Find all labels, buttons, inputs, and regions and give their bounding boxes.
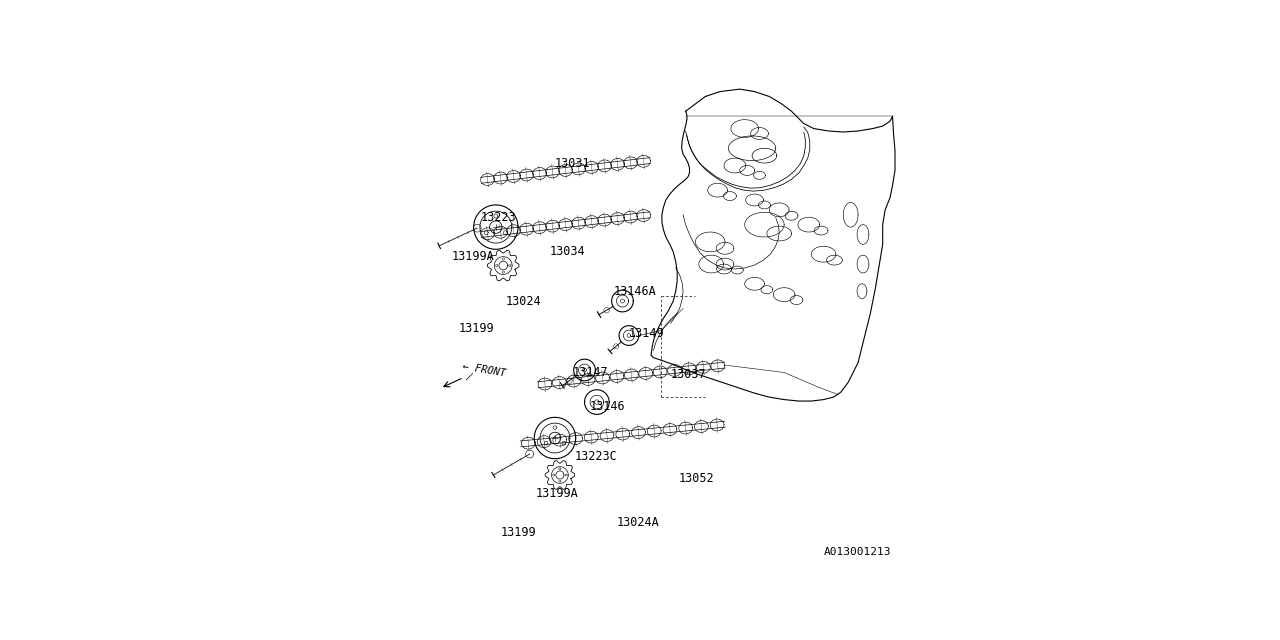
Text: 13199: 13199	[500, 526, 536, 539]
Text: 13037: 13037	[671, 369, 707, 381]
Text: 13199: 13199	[460, 322, 494, 335]
Text: ← FRONT: ← FRONT	[461, 362, 506, 379]
Text: 13223: 13223	[481, 211, 517, 224]
Text: 13052: 13052	[678, 472, 714, 485]
Text: 13024: 13024	[506, 294, 541, 308]
Text: A013001213: A013001213	[824, 547, 892, 557]
Text: 13199A: 13199A	[535, 486, 579, 500]
Text: 13031: 13031	[556, 157, 590, 170]
Text: 13034: 13034	[550, 245, 586, 259]
Text: 13199A: 13199A	[452, 250, 494, 263]
Text: 13223C: 13223C	[575, 450, 617, 463]
Text: 13024A: 13024A	[617, 516, 659, 529]
Text: 13149: 13149	[628, 326, 664, 340]
Text: 13147: 13147	[572, 366, 608, 379]
Text: 13146A: 13146A	[614, 285, 657, 298]
Text: 13146: 13146	[590, 401, 625, 413]
